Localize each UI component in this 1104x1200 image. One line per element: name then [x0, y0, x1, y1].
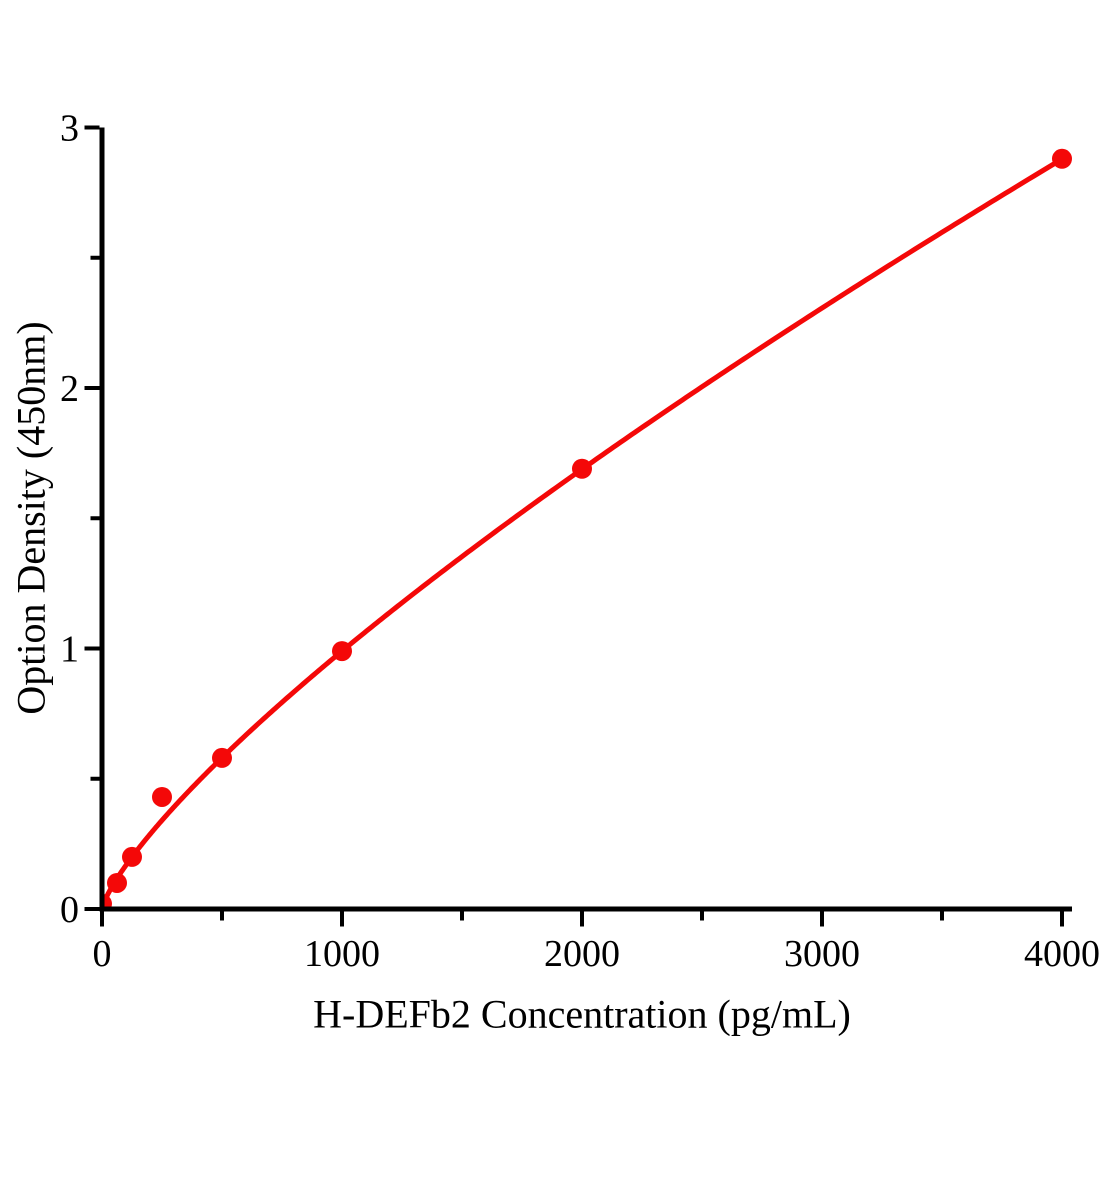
x-tick-label: 4000 [1024, 933, 1100, 975]
data-point [212, 747, 232, 768]
data-layer [102, 148, 1072, 909]
y-tick-label: 3 [60, 108, 79, 150]
x-tick-label: 1000 [304, 933, 380, 975]
data-point [332, 641, 352, 662]
x-tick-label: 0 [93, 933, 112, 975]
ticks [84, 125, 1064, 927]
y-tick-label: 1 [60, 629, 79, 671]
data-point [152, 786, 172, 807]
fitted-curve [102, 156, 1065, 909]
x-tick-label: 2000 [544, 933, 620, 975]
axes [99, 127, 1072, 912]
data-point [122, 846, 142, 867]
y-axis-title: Option Density (450nm) [8, 321, 54, 715]
x-axis-title: H-DEFb2 Concentration (pg/mL) [313, 991, 851, 1037]
data-point [107, 872, 127, 893]
x-tick-label: 3000 [784, 933, 860, 975]
tick-labels: 0 1000 2000 3000 4000 0 1 2 3 [60, 108, 1100, 976]
data-point [1052, 148, 1072, 169]
y-tick-label: 0 [60, 889, 79, 931]
y-tick-label: 2 [60, 368, 79, 410]
data-point [572, 458, 592, 479]
